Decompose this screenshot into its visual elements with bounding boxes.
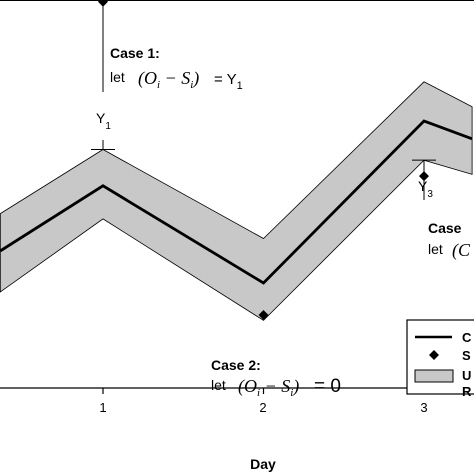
case2-title: Case 2: [211, 357, 261, 373]
x-axis-label: Day [250, 456, 276, 472]
x-tick-label-2: 2 [259, 400, 266, 415]
legend-diamond-icon [429, 350, 439, 360]
case2-let: let [211, 377, 226, 393]
annotation-lines [91, 1, 436, 200]
y1-label: Y1 [96, 110, 111, 132]
case1-equals-y1: = Y1 [214, 71, 243, 92]
case2-formula: let (Oi − Si) = 0 [211, 376, 341, 399]
legend-label-3a: U [462, 368, 471, 383]
legend-band-swatch [414, 369, 454, 383]
legend: C S U R [406, 319, 474, 399]
uncertainty-band-layer [0, 81, 473, 321]
observation-marker-3 [419, 171, 429, 182]
series-line-layer [0, 119, 473, 285]
legend-label-3b: R [462, 384, 472, 399]
legend-label-2: S [462, 348, 471, 363]
case3-title: Case [428, 220, 462, 236]
case1-title: Case 1: [110, 45, 160, 61]
case3-expression: (C [452, 240, 471, 261]
observation-marker-2 [258, 310, 269, 321]
case1-let: let [110, 69, 125, 85]
y3-label: Y3 [418, 178, 433, 200]
case1-formula: let (Oi − Si) = Y1 [110, 68, 243, 92]
marker-layer [98, 0, 429, 321]
x-tick-label-1: 1 [99, 400, 106, 415]
legend-label-1: C [462, 330, 472, 345]
case2-expression: (Oi − Si) [238, 376, 299, 399]
x-tick-label-3: 3 [420, 400, 427, 415]
case2-equals-zero: = 0 [314, 376, 341, 397]
case1-expression: (Oi − Si) [138, 68, 199, 91]
case3-let: let [428, 241, 443, 257]
uncertainty-band [0, 81, 473, 321]
observation-marker-1 [98, 0, 108, 7]
series-line [0, 119, 473, 285]
